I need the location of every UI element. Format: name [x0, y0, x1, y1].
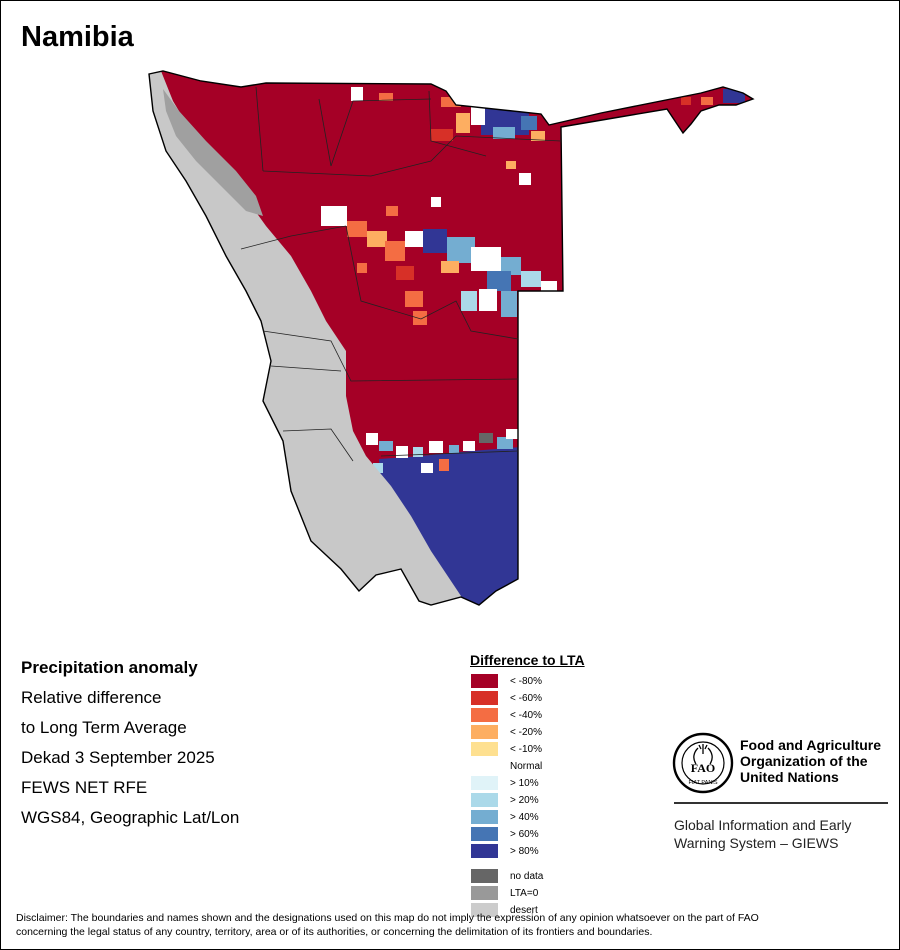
giews-name: Global Information and Early Warning Sys…	[674, 816, 851, 852]
legend-swatch	[471, 886, 498, 900]
fao-logo-motto: FIAT PANIS	[688, 780, 717, 786]
info-line1: Relative difference	[21, 688, 162, 707]
legend-swatch	[471, 725, 498, 739]
legend-label: > 10%	[510, 778, 539, 789]
disclaimer-line2: concerning the legal status of any count…	[16, 926, 653, 938]
legend: Difference to LTA < -80% < -60% < -40% < -2…	[470, 652, 585, 918]
legend-swatch	[471, 708, 498, 722]
legend-row: > 80%	[470, 842, 585, 859]
legend-swatch	[471, 742, 498, 756]
disclaimer-line1: Disclaimer: The boundaries and names sho…	[16, 912, 759, 924]
legend-extra-items: no data LTA=0 desert	[470, 867, 585, 918]
legend-items: < -80% < -60% < -40% < -20% < -10% Normal > 10…	[470, 672, 585, 859]
legend-label: > 60%	[510, 829, 539, 840]
legend-label: < -80%	[510, 676, 542, 687]
fao-logo-icon: FAO FIAT PANIS	[672, 732, 734, 794]
legend-row: > 60%	[470, 825, 585, 842]
giews-line1: Global Information and Early	[674, 817, 852, 833]
legend-label: no data	[510, 871, 544, 882]
legend-row: < -10%	[470, 740, 585, 757]
legend-swatch	[471, 691, 498, 705]
info-source: FEWS NET RFE	[21, 778, 148, 797]
legend-label: > 40%	[510, 812, 539, 823]
legend-label: < -60%	[510, 693, 542, 704]
map-info-block: Precipitation anomaly Relative differenc…	[21, 658, 239, 838]
fao-name-line3: United Nations	[740, 769, 839, 785]
legend-label: > 20%	[510, 795, 539, 806]
legend-swatch	[471, 674, 498, 688]
legend-row: < -20%	[470, 723, 585, 740]
legend-swatch	[471, 903, 498, 917]
legend-row: desert	[470, 901, 585, 918]
legend-label: Normal	[510, 761, 543, 772]
disclaimer: Disclaimer: The boundaries and names sho…	[16, 911, 891, 939]
legend-label: < -20%	[510, 727, 542, 738]
legend-row: < -80%	[470, 672, 585, 689]
legend-row: > 40%	[470, 808, 585, 825]
legend-swatch	[471, 793, 498, 807]
legend-row: > 10%	[470, 774, 585, 791]
namibia-map	[148, 70, 755, 606]
legend-row: LTA=0	[470, 884, 585, 901]
legend-swatch	[471, 776, 498, 790]
legend-label: > 80%	[510, 846, 539, 857]
legend-row: < -60%	[470, 689, 585, 706]
legend-row: > 20%	[470, 791, 585, 808]
legend-swatch	[471, 827, 498, 841]
info-period: Dekad 3 September 2025	[21, 748, 215, 767]
legend-swatch	[471, 759, 498, 773]
legend-row: Normal	[470, 757, 585, 774]
map-desert-band	[149, 71, 471, 605]
map-surplus-south	[379, 447, 521, 605]
country-border	[148, 70, 755, 606]
legend-label: < -10%	[510, 744, 542, 755]
map-title: Namibia	[21, 21, 134, 53]
legend-label: desert	[510, 905, 538, 916]
legend-label: < -40%	[510, 710, 542, 721]
legend-swatch	[471, 869, 498, 883]
legend-title: Difference to LTA	[470, 652, 585, 668]
map-lta-zero-strip	[163, 89, 263, 216]
giews-line2: Warning System – GIEWS	[674, 835, 839, 851]
legend-row: no data	[470, 867, 585, 884]
legend-swatch	[471, 810, 498, 824]
fao-name-line2: Organization of the	[740, 753, 868, 769]
branding-divider	[674, 802, 888, 804]
info-line2: to Long Term Average	[21, 718, 187, 737]
fao-organization-name: Food and Agriculture Organization of the…	[740, 737, 881, 785]
legend-row: < -40%	[470, 706, 585, 723]
info-projection: WGS84, Geographic Lat/Lon	[21, 808, 240, 827]
admin-boundaries	[240, 86, 562, 462]
fao-logo-text: FAO	[691, 761, 715, 775]
legend-label: LTA=0	[510, 888, 539, 899]
map-mixed-central	[321, 197, 557, 325]
legend-swatch	[471, 844, 498, 858]
info-heading: Precipitation anomaly	[21, 658, 198, 677]
fao-name-line1: Food and Agriculture	[740, 737, 882, 753]
